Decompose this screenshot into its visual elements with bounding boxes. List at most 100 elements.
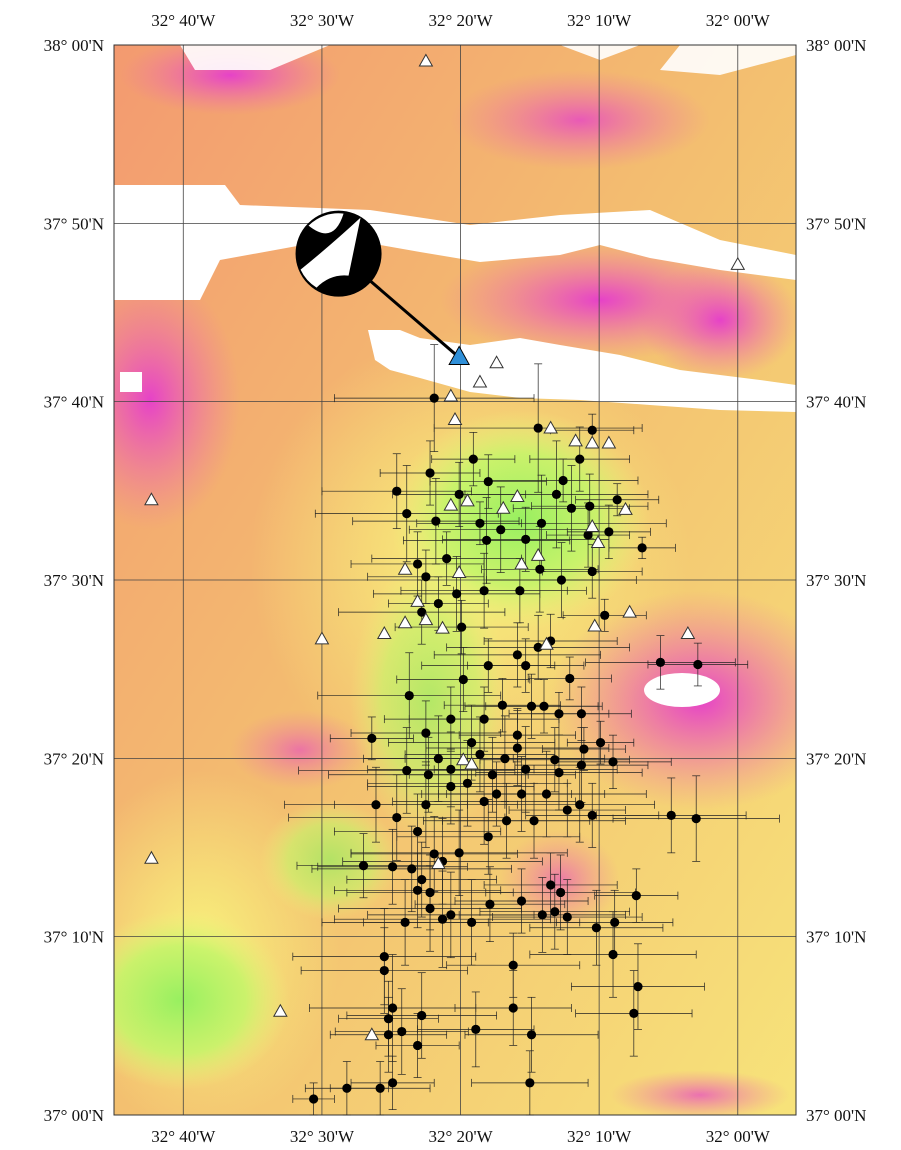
obs-station-triangle-icon <box>144 492 159 506</box>
earthquake-epicenter <box>536 518 547 528</box>
earthquake-epicenter <box>388 1078 398 1088</box>
earthquake-epicenter <box>558 475 568 486</box>
earthquake-epicenter <box>554 768 564 778</box>
earthquake-epicenter <box>383 1014 394 1024</box>
earthquake-epicenter <box>562 805 572 815</box>
beachball-icon <box>295 210 382 297</box>
earthquake-epicenter <box>666 810 676 821</box>
obs-station-triangle-icon <box>587 618 603 632</box>
obs-station-triangle-icon <box>514 556 529 570</box>
earthquake-epicenter <box>423 770 433 780</box>
lat-label-right: 37° 20'N <box>806 749 866 768</box>
earthquake-epicenter <box>585 501 595 511</box>
earthquake-epicenter <box>397 1026 407 1037</box>
earthquake-epicenter <box>457 622 467 632</box>
earthquake-epicenter <box>587 810 597 821</box>
earthquake-epicenter <box>442 554 452 564</box>
earthquake-epicenter <box>425 468 435 478</box>
obs-station-triangle-icon <box>435 620 450 634</box>
earthquake-epicenter <box>483 476 493 487</box>
obs-station-triangle-icon <box>397 615 413 629</box>
lat-label-right: 37° 40'N <box>806 393 866 412</box>
earthquake-epicenter <box>508 960 518 970</box>
earthquake-epicenter <box>576 760 587 770</box>
obs-station-triangle-icon <box>495 500 511 514</box>
earthquake-epicenter <box>562 912 572 922</box>
earthquake-epicenter <box>425 903 435 914</box>
earthquake-epicenter <box>529 816 539 826</box>
obs-station-triangle-icon <box>460 493 475 507</box>
lat-label-left: 37° 00'N <box>44 1106 104 1125</box>
earthquake-epicenter <box>452 589 462 599</box>
data-gap-north <box>114 185 796 300</box>
earthquake-epicenter <box>556 575 567 585</box>
earthquake-epicenter <box>475 518 485 528</box>
earthquake-epicenter <box>541 789 552 799</box>
lon-label-top: 32° 10'W <box>567 11 632 30</box>
earthquake-epicenter <box>539 701 549 711</box>
earthquake-epicenter <box>383 1030 394 1040</box>
earthquake-epicenter <box>425 887 435 898</box>
lat-label-right: 38° 00'N <box>806 36 866 55</box>
earthquake-epicenter <box>412 559 423 569</box>
obs-station-triangle-icon <box>472 374 488 388</box>
earthquake-epicenter <box>487 770 498 780</box>
earthquake-epicenter <box>496 525 506 535</box>
obs-station-triangle-icon <box>443 497 459 511</box>
obs-station-triangle-icon <box>622 604 638 618</box>
obs-station-triangle-icon <box>618 501 633 515</box>
focal-mechanism <box>295 210 471 365</box>
earthquake-epicenter <box>309 1094 319 1104</box>
earthquake-epicenter <box>546 880 556 890</box>
earthquake-epicenter <box>525 1078 535 1088</box>
earthquake-epicenter <box>526 1030 537 1040</box>
lon-label-bottom: 32° 20'W <box>428 1127 493 1146</box>
earthquake-epicenter <box>512 650 522 660</box>
obs-station-triangle-icon <box>418 53 434 67</box>
earthquake-epicenter <box>433 598 443 609</box>
earthquake-epicenter <box>446 910 456 920</box>
earthquake-epicenter <box>554 709 564 719</box>
earthquake-epicenter <box>471 1024 481 1034</box>
earthquake-epicenter <box>500 754 510 764</box>
obs-station-triangle-icon <box>530 547 546 561</box>
right-latitude-labels: 38° 00'N 37° 50'N 37° 40'N 37° 30'N 37° … <box>806 36 866 1125</box>
earthquake-epicenter <box>497 700 508 710</box>
earthquake-epicenter <box>482 535 492 546</box>
obs-station-triangle-icon <box>418 612 434 626</box>
earthquake-epicenter <box>533 642 543 653</box>
obs-station-triangle-icon <box>601 435 617 449</box>
earthquake-epicenters <box>309 393 703 1104</box>
obs-station-triangle-icon <box>431 856 446 870</box>
earthquake-epicenter <box>637 543 647 553</box>
earthquake-epicenter <box>421 728 431 738</box>
earthquake-epicenter <box>515 586 525 596</box>
earthquake-epicenter <box>591 923 601 933</box>
obs-station-triangle-icon <box>144 850 159 864</box>
earthquake-epicenter <box>633 982 643 992</box>
earthquake-epicenter <box>631 891 641 901</box>
earthquake-epicenter <box>485 899 495 909</box>
earthquake-epicenter <box>508 1003 518 1013</box>
earthquake-epicenter <box>479 586 489 596</box>
earthquake-epicenter <box>454 848 464 858</box>
earthquake-epicenter <box>429 393 439 403</box>
earthquake-epicenter <box>379 965 389 976</box>
earthquake-epicenter <box>392 812 402 823</box>
obs-stations <box>144 53 746 1041</box>
earthquake-epicenter <box>429 849 439 859</box>
obs-station-triangle-icon <box>410 593 425 607</box>
obs-station-triangle-icon <box>584 435 600 449</box>
earthquake-epicenter <box>600 610 610 620</box>
earthquake-epicenter <box>608 949 618 960</box>
obs-station-triangle-icon <box>590 535 606 549</box>
earthquake-epicenter <box>655 657 666 667</box>
earthquake-epicenter <box>446 764 456 774</box>
earthquake-epicenter <box>516 789 527 799</box>
obs-station-triangle-icon <box>397 561 413 575</box>
mainshock-triangle-icon <box>448 345 471 365</box>
earthquake-epicenter <box>587 566 597 577</box>
earthquake-epicenter <box>533 423 543 433</box>
earthquake-epicenter <box>587 425 597 435</box>
lon-label-bottom: 32° 40'W <box>151 1127 216 1146</box>
